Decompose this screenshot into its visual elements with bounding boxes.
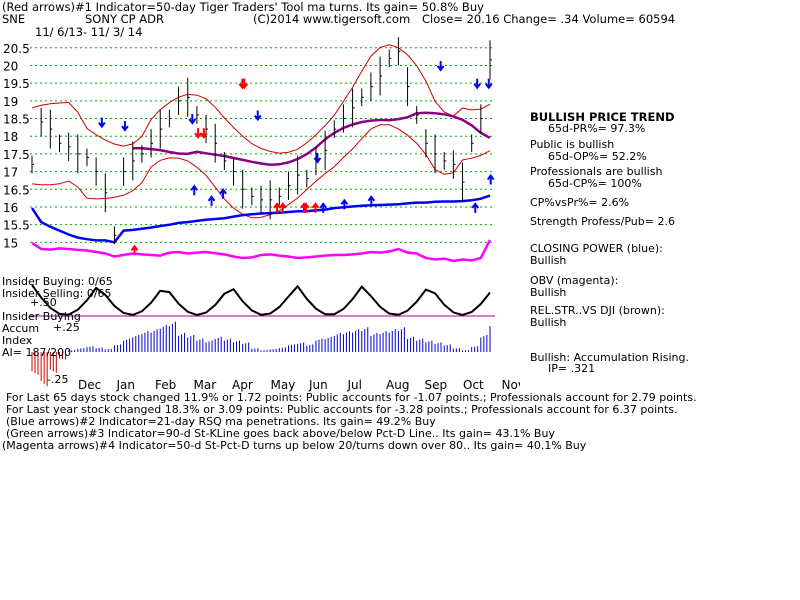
- blue-arrow-down: [188, 114, 197, 125]
- month-label: Jan: [116, 378, 136, 392]
- rel-str-line: [31, 284, 491, 317]
- red-arrow-up: [311, 202, 320, 213]
- red-arrow-up: [278, 202, 287, 213]
- y-tick-label: 20: [3, 59, 18, 73]
- blue-arrow-down: [253, 110, 262, 122]
- y-tick-label: 16: [3, 201, 18, 215]
- index-label: Index: [2, 334, 33, 347]
- blue-arrow-down: [436, 60, 445, 72]
- y-tick-label: 18.5: [3, 113, 30, 127]
- footer-year: For Last year stock changed 18.3% or 3.0…: [6, 403, 678, 416]
- op-value: 65d-OP%= 52.2%: [548, 150, 647, 163]
- blue-arrow-up: [207, 195, 216, 206]
- accumulation-histogram: [31, 321, 491, 387]
- blue-arrow-up: [319, 202, 327, 213]
- footer-magenta-arrows: (Magenta arrows)#4 Indicator=50-d St-Pct…: [2, 439, 587, 452]
- ticker: SNE: [2, 12, 26, 26]
- plus50-label: +.50: [30, 296, 57, 309]
- y-tick-label: 20.5: [3, 42, 30, 56]
- blue-arrow-down: [121, 121, 129, 132]
- month-label: Mar: [194, 378, 217, 392]
- relstr-title: REL.STR..VS DJI (brown):: [530, 304, 665, 317]
- accum-label: Accum: [2, 322, 40, 335]
- blue-arrow-up: [486, 173, 495, 185]
- date-range: 11/ 6/13- 11/ 3/ 14: [35, 25, 143, 39]
- blue-arrow-down: [313, 152, 322, 164]
- blue-arrow-up: [471, 202, 480, 213]
- footer-65day: For Last 65 days stock changed 11.9% or …: [6, 391, 697, 404]
- x-axis-month-labels: Dec Jan Feb Mar Apr May Jun Jul Aug Sep Oct Nov: [78, 378, 520, 392]
- obv-status: Bullish: [530, 286, 567, 299]
- y-tick-label: 19.5: [3, 77, 30, 91]
- y-tick-label: 17.5: [3, 148, 30, 162]
- bollinger-bands: [31, 44, 491, 219]
- insider-selling-label: Insider Selling: 0/65: [2, 287, 112, 300]
- obv-title: OBV (magenta):: [530, 274, 619, 287]
- footer-green-arrows: (Green arrows)#3 Indicator=90-d St-KLine…: [6, 427, 555, 440]
- y-tick-label: 19: [3, 95, 18, 109]
- insider-buying-label: Insider Buying: 0/65: [2, 275, 113, 288]
- y-tick-label: 18: [3, 130, 18, 144]
- blue-arrow-down: [473, 78, 481, 90]
- month-label: Nov: [502, 378, 521, 392]
- quote-summary: Close= 20.16 Change= .34 Volume= 60594: [422, 12, 676, 26]
- company-name: SONY CP ADR: [85, 12, 164, 26]
- accum-status: Bullish: Accumulation Rising.: [530, 351, 689, 364]
- price-chart: 20.5 20 19.5 19 18.5 18 17.5 17 16.5 16 15.5 15 Dec…: [3, 37, 520, 392]
- blue-arrow-up: [190, 184, 199, 196]
- trend-title: BULLISH PRICE TREND: [530, 110, 675, 124]
- month-label: Sep: [425, 378, 448, 392]
- closing-power-status: Bullish: [530, 254, 567, 267]
- plus25-label: +.25: [53, 321, 80, 334]
- indicator-1-title: (Red arrows)#1 Indicator=50-day Tiger Tr…: [2, 0, 484, 14]
- y-tick-label: 15.5: [3, 219, 30, 233]
- obv-line: [30, 239, 495, 317]
- blue-arrow-up: [219, 188, 227, 199]
- blue-arrow-down: [484, 78, 493, 90]
- month-label: Oct: [463, 378, 484, 392]
- pr-value: 65d-PR%= 97.3%: [548, 122, 646, 135]
- signal-arrows: [98, 60, 495, 256]
- footer-blue-arrows: (Blue arrows)#2 Indicator=21-day RSQ ma …: [6, 415, 436, 428]
- month-label: Jun: [308, 378, 328, 392]
- ip-value: IP= .321: [548, 362, 596, 375]
- cpvspr-value: CP%vsPr%= 2.6%: [530, 196, 630, 209]
- public-status: Public is bullish: [530, 138, 615, 151]
- y-axis-labels: 20.5 20 19.5 19 18.5 18 17.5 17 16.5 16 15.5 15: [3, 42, 30, 251]
- y-tick-label: 15: [3, 236, 18, 250]
- red-arrow-up: [273, 202, 281, 213]
- closing-power-title: CLOSING POWER (blue):: [530, 242, 663, 255]
- month-label: Feb: [155, 378, 176, 392]
- red-arrow-up: [302, 202, 310, 213]
- month-label: May: [271, 378, 296, 392]
- cp-value: 65d-CP%= 100%: [548, 177, 642, 190]
- upper-band: [31, 44, 491, 154]
- month-label: Aug: [386, 378, 409, 392]
- month-label: Dec: [78, 378, 101, 392]
- price-bars: [31, 37, 492, 245]
- red-arrow-down: [194, 128, 202, 139]
- ma-65-line: [132, 111, 491, 166]
- strength-value: Strength Profess/Pub= 2.6: [530, 215, 675, 228]
- blue-arrow-down: [98, 117, 106, 129]
- y-tick-label: 16.5: [3, 183, 30, 197]
- blue-arrow-up: [367, 195, 376, 206]
- ai-label: AI= 187/200: [2, 346, 72, 359]
- red-arrow-down: [240, 78, 249, 90]
- y-tick-label: 17: [3, 166, 18, 180]
- minus25-label: -.25: [47, 373, 69, 386]
- lower-band: [31, 124, 491, 219]
- red-arrow-down: [200, 128, 208, 139]
- month-label: Apr: [232, 378, 253, 392]
- blue-arrow-up: [340, 198, 349, 210]
- professionals-status: Professionals are bullish: [530, 165, 663, 178]
- moving-average: [132, 111, 491, 166]
- obv-line: [31, 239, 492, 263]
- relstr-status: Bullish: [530, 316, 567, 329]
- copyright: (C)2014 www.tigersoft.com: [253, 12, 411, 26]
- month-label: Jul: [347, 378, 362, 392]
- insider-buying-label-2: Insider Buying: [2, 310, 81, 323]
